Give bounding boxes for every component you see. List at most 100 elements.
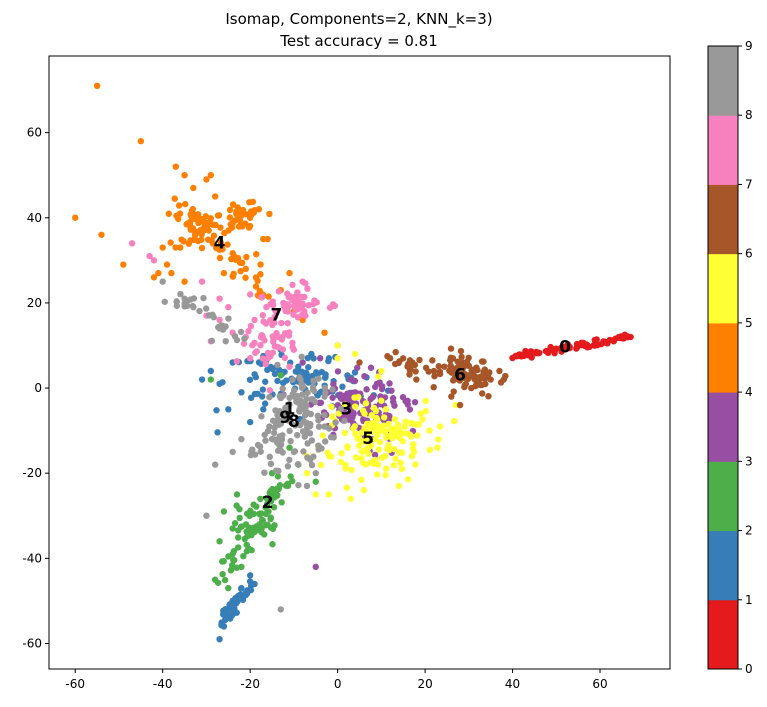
data-point [262, 437, 269, 444]
data-point [240, 552, 247, 560]
data-point [235, 223, 243, 230]
data-point [447, 362, 454, 369]
data-point [266, 210, 273, 218]
data-point [251, 371, 258, 378]
data-point [500, 376, 508, 383]
data-point [404, 476, 412, 483]
data-point [146, 252, 153, 260]
data-point [265, 508, 272, 515]
data-point [243, 253, 250, 261]
data-point [267, 353, 274, 360]
data-point [220, 269, 228, 277]
data-point [229, 550, 236, 558]
data-point [485, 393, 492, 400]
data-point [318, 368, 326, 376]
data-point [299, 359, 306, 366]
data-point [309, 386, 317, 393]
data-point [286, 456, 293, 464]
data-point [205, 227, 212, 234]
data-point [222, 323, 229, 330]
data-point [382, 472, 389, 479]
data-point [181, 278, 188, 285]
data-point [456, 377, 463, 384]
data-point [533, 348, 540, 356]
data-point [329, 386, 336, 393]
data-point [431, 372, 438, 380]
data-point [220, 508, 228, 515]
data-point [186, 220, 194, 228]
data-point [312, 563, 319, 571]
data-point [253, 250, 260, 258]
data-point [267, 515, 274, 523]
data-point [242, 211, 250, 218]
data-point [304, 285, 311, 292]
data-point [262, 378, 269, 385]
data-point [407, 433, 415, 440]
data-point [263, 500, 271, 508]
data-point [220, 623, 228, 630]
data-point [374, 431, 381, 438]
data-point [246, 214, 254, 221]
data-point [325, 491, 333, 498]
data-point [243, 541, 250, 548]
data-point [315, 375, 322, 382]
data-point [368, 412, 375, 419]
data-point [284, 463, 292, 470]
data-point [392, 455, 399, 462]
data-point [208, 337, 216, 344]
y-tick-label: 40 [27, 211, 42, 225]
data-point [183, 302, 191, 310]
data-point [231, 556, 238, 564]
data-point [435, 363, 442, 370]
data-point [391, 446, 398, 453]
data-point [387, 432, 394, 440]
centroid-label-7: 7 [270, 306, 282, 326]
data-point [413, 376, 420, 383]
data-point [343, 484, 351, 491]
data-point [386, 380, 393, 387]
data-point [217, 224, 224, 231]
data-point [327, 433, 335, 441]
data-point [338, 405, 345, 412]
data-point [150, 257, 158, 264]
data-point [245, 524, 253, 531]
data-point [391, 402, 398, 409]
data-point [227, 567, 235, 574]
data-point [310, 300, 317, 308]
chart-title-line-1: Isomap, Components=2, KNN_k=3) [225, 10, 492, 29]
data-point [246, 572, 254, 579]
data-point [238, 563, 245, 571]
data-point [430, 384, 437, 391]
data-point [305, 422, 313, 430]
data-point [98, 231, 105, 238]
data-point [259, 355, 267, 362]
data-point [233, 358, 241, 365]
data-point [250, 209, 258, 216]
data-point [268, 435, 276, 443]
colorbar-tick-label: 6 [745, 247, 753, 261]
data-point [274, 473, 282, 480]
data-point [251, 316, 258, 324]
series-5-points [303, 342, 459, 502]
data-point [250, 510, 257, 518]
data-point [269, 365, 276, 373]
data-point [212, 244, 220, 252]
data-point [299, 278, 306, 285]
data-point [221, 576, 229, 584]
data-point [237, 259, 244, 266]
data-point [290, 448, 298, 456]
data-point [225, 315, 232, 322]
data-point [225, 406, 232, 413]
data-point [368, 441, 375, 449]
data-point [496, 367, 503, 375]
series-8-points [159, 278, 348, 613]
data-point [447, 345, 455, 352]
data-point [348, 466, 355, 474]
y-tick-label: 60 [27, 126, 42, 140]
data-point [290, 346, 298, 353]
data-point [229, 448, 236, 456]
data-point [216, 380, 223, 387]
data-point [213, 407, 220, 414]
x-tick-label: -40 [153, 677, 173, 691]
data-point [284, 290, 291, 297]
